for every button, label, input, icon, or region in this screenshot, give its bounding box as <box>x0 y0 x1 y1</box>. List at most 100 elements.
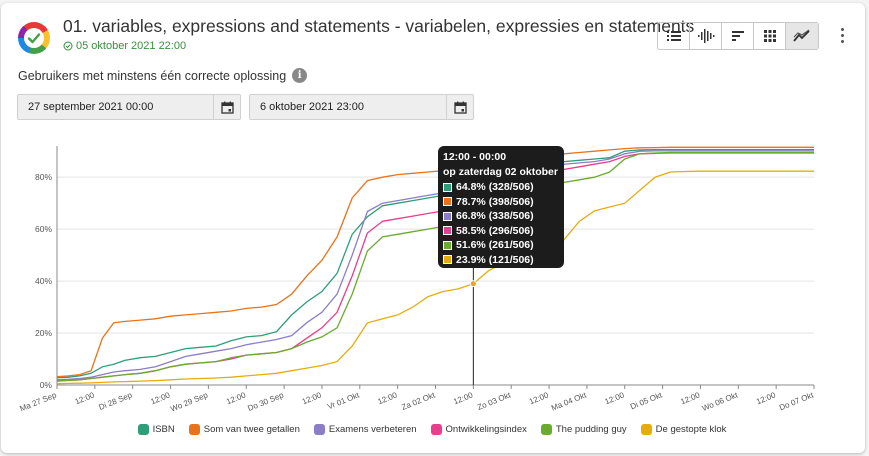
legend-item[interactable]: De gestopte klok <box>640 424 727 435</box>
legend-label: Ontwikkelingsindex <box>445 424 527 435</box>
chart-legend: ISBN Som van twee getallen Examens verbete… <box>0 424 864 435</box>
legend-item[interactable]: The pudding guy <box>540 424 627 435</box>
end-date-field[interactable]: 6 oktober 2021 23:00 <box>249 94 474 120</box>
y-tick-label: 0% <box>40 380 53 390</box>
x-tick-label: 12:00 <box>301 390 323 406</box>
chart-tooltip: 12:00 - 00:00 op zaterdag 02 oktober 64.… <box>438 146 564 268</box>
list-view-button[interactable] <box>658 23 690 49</box>
view-toolbar <box>657 22 819 50</box>
legend-item[interactable]: Ontwikkelingsindex <box>430 424 527 435</box>
series-line-3 <box>56 152 814 382</box>
legend-label: De gestopte klok <box>655 424 727 435</box>
tooltip-swatch <box>443 197 452 207</box>
series-line-0 <box>56 148 814 379</box>
calendar-icon <box>220 101 234 114</box>
line-chart-icon <box>793 29 810 42</box>
x-tick-label: Di 28 Sep <box>97 390 133 412</box>
legend-item[interactable]: ISBN <box>137 424 175 435</box>
grid-view-button[interactable] <box>754 23 786 49</box>
sorted-bars-view-button[interactable] <box>722 23 754 49</box>
y-tick-label: 60% <box>35 224 52 234</box>
x-tick-label: Di 05 Okt <box>629 390 664 411</box>
waveform-view-button[interactable] <box>690 23 722 49</box>
tooltip-swatch <box>443 226 452 236</box>
tooltip-value: 78.7% (398/506) <box>456 195 534 208</box>
line-chart-view-button[interactable] <box>786 23 818 49</box>
x-tick-label: 12:00 <box>452 390 474 406</box>
x-tick-label: Vr 01 Okt <box>326 390 361 411</box>
end-date-value[interactable]: 6 oktober 2021 23:00 <box>260 101 364 113</box>
y-tick-label: 80% <box>35 172 52 182</box>
x-tick-label: 12:00 <box>376 390 398 406</box>
tooltip-swatch <box>443 211 452 221</box>
x-tick-label: Wo 06 Okt <box>701 390 740 413</box>
deadline-label: 05 oktober 2021 22:00 <box>63 40 186 52</box>
section-label-text: Gebruikers met minstens één correcte opl… <box>18 68 287 83</box>
end-date-picker-button[interactable] <box>446 95 473 119</box>
tooltip-swatch <box>443 240 452 250</box>
list-icon <box>666 31 681 41</box>
series-line-5 <box>56 170 814 385</box>
hover-point-5 <box>469 280 477 288</box>
x-tick-label: 12:00 <box>225 390 247 406</box>
tooltip-value: 58.5% (296/506) <box>456 224 534 237</box>
x-tick-label: Do 07 Okt <box>778 390 815 412</box>
x-tick-label: 12:00 <box>149 390 171 406</box>
more-options-icon[interactable] <box>836 24 848 46</box>
tooltip-row: 23.9% (121/506) <box>443 253 559 268</box>
series-line-4 <box>56 151 814 382</box>
x-tick-label: Do 30 Sep <box>246 390 285 413</box>
tooltip-swatch <box>443 182 452 192</box>
course-logo <box>18 22 50 54</box>
tooltip-value: 66.8% (338/506) <box>456 210 534 222</box>
deadline-text: 05 oktober 2021 22:00 <box>76 40 187 52</box>
check-icon <box>27 33 41 44</box>
grid-icon <box>763 30 776 42</box>
y-tick-label: 20% <box>35 328 52 338</box>
calendar-icon <box>453 101 467 114</box>
tooltip-subtitle: op zaterdag 02 oktober <box>443 166 558 178</box>
tooltip-row: 64.8% (328/506) <box>443 180 559 195</box>
tooltip-value: 23.9% (121/506) <box>456 253 534 266</box>
x-tick-label: 12:00 <box>74 390 96 406</box>
info-icon[interactable]: i <box>292 68 308 83</box>
legend-swatch <box>640 424 652 435</box>
tooltip-row: 51.6% (261/506) <box>443 238 559 253</box>
x-tick-label: Wo 29 Sep <box>169 390 209 413</box>
legend-label: Som van twee getallen <box>203 424 300 435</box>
legend-item[interactable]: Examens verbeteren <box>313 424 417 435</box>
legend-swatch <box>188 424 200 435</box>
legend-label: ISBN <box>152 424 175 435</box>
series-line-1 <box>56 146 814 378</box>
tooltip-row: 58.5% (296/506) <box>443 224 559 239</box>
x-tick-label: 12:00 <box>604 390 626 406</box>
tooltip-swatch <box>443 255 452 265</box>
y-tick-label: 40% <box>35 276 52 286</box>
tooltip-value: 64.8% (328/506) <box>456 181 534 193</box>
x-tick-label: Ma 27 Sep <box>18 390 58 413</box>
tooltip-row: 66.8% (338/506) <box>443 209 559 224</box>
start-date-field[interactable]: 27 september 2021 00:00 <box>17 94 241 120</box>
start-date-picker-button[interactable] <box>213 95 240 119</box>
x-tick-label: Ma 04 Okt <box>550 390 588 412</box>
tooltip-title: 12:00 - 00:00 <box>443 151 507 163</box>
waveform-icon <box>697 29 714 43</box>
series-line-2 <box>56 150 814 381</box>
legend-item[interactable]: Som van twee getallen <box>188 424 300 435</box>
legend-label: Examens verbeteren <box>328 424 417 435</box>
legend-label: The pudding guy <box>555 424 627 435</box>
legend-swatch <box>430 424 442 435</box>
x-tick-label: Zo 03 Okt <box>476 390 513 412</box>
tooltip-value: 51.6% (261/506) <box>456 239 534 251</box>
section-label: Gebruikers met minstens één correcte opl… <box>18 68 308 83</box>
legend-swatch <box>540 424 552 435</box>
start-date-value[interactable]: 27 september 2021 00:00 <box>28 101 154 113</box>
legend-swatch <box>137 424 149 435</box>
legend-swatch <box>313 424 325 435</box>
page-title: 01. variables, expressions and statement… <box>63 16 695 36</box>
x-tick-label: 12:00 <box>528 390 550 406</box>
x-tick-label: 12:00 <box>755 390 777 406</box>
tooltip-row: 78.7% (398/506) <box>443 195 559 210</box>
x-tick-label: Za 02 Okt <box>400 390 437 412</box>
